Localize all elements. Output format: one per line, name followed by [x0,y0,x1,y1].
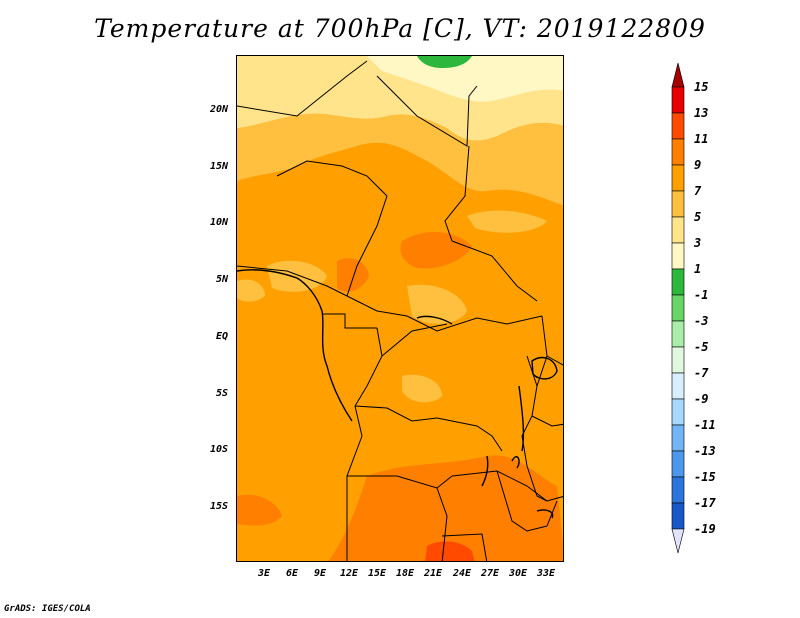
colorbar-box [671,216,685,244]
colorbar-label: 11 [694,132,709,146]
colorbar-top-triangle [671,62,685,88]
lon-label-3e: 3E [257,568,271,579]
colorbar-box [671,86,685,114]
lat-label-20n: 20N [209,104,228,115]
lon-label-21e: 21E [423,568,443,579]
lon-label-15e: 15E [367,568,387,579]
colorbar-label: 1 [694,262,702,276]
colorbar-box [671,424,685,452]
lat-label-15s: 15S [209,501,228,512]
field-7-9-patch-congo [402,374,442,403]
colorbar-box [671,138,685,166]
field-13-15-core [425,541,475,561]
field-7-9-patch-west [267,260,327,292]
lat-label-15n: 15N [209,161,228,172]
lon-label-30e: 30E [508,568,528,579]
colorbar-label: -17 [694,496,716,510]
colorbar [671,62,685,554]
colorbar-label: -9 [694,392,709,406]
colorbar-label: -5 [694,340,709,354]
lat-label-eq: EQ [215,331,228,342]
colorbar-box [671,112,685,140]
lon-label-18e: 18E [395,568,415,579]
colorbar-label: 7 [694,184,702,198]
colorbar-box [671,502,685,530]
lon-label-24e: 24E [452,568,472,579]
colorbar-box [671,476,685,504]
lon-label-27e: 27E [480,568,500,579]
colorbar-box [671,164,685,192]
temperature-map [236,55,564,562]
lat-label-10n: 10N [209,217,228,228]
lat-label-5s: 5S [215,388,228,399]
colorbar-label: -13 [694,444,716,458]
colorbar-label: -7 [694,366,709,380]
lon-label-33e: 33E [536,568,556,579]
lat-label-5n: 5N [215,274,228,285]
field-11-13-central [400,231,472,269]
colorbar-box [671,190,685,218]
colorbar-label: 5 [694,210,702,224]
colorbar-label: 13 [694,106,709,120]
colorbar-label: 9 [694,158,702,172]
map-canvas [237,56,563,561]
field-7-9-patch-east [467,210,547,233]
field-11-13-south [328,455,563,561]
field-1-3 [417,56,472,68]
colorbar-label: -15 [694,470,716,484]
colorbar-label: -3 [694,314,709,328]
colorbar-box [671,372,685,400]
colorbar-box [671,320,685,348]
colorbar-label: -11 [694,418,716,432]
lon-label-6e: 6E [285,568,299,579]
field-7-9-patch-coast [237,279,265,302]
colorbar-bottom-triangle [671,528,685,554]
colorbar-label: -1 [694,288,709,302]
grads-credit: GrADS: IGES/COLA [4,604,91,614]
colorbar-label: 15 [694,80,709,94]
field-7-9-patch-central [407,284,467,324]
colorbar-box [671,450,685,478]
lon-label-9e: 9E [313,568,327,579]
colorbar-box [671,242,685,270]
field-3-5-north [367,56,563,102]
colorbar-box [671,346,685,374]
colorbar-label: 3 [694,236,702,250]
chart-title: Temperature at 700hPa [C], VT: 201912280… [94,14,706,43]
lat-label-10s: 10S [209,444,228,455]
lon-label-12e: 12E [339,568,359,579]
colorbar-label: -19 [694,522,716,536]
field-11-13-southwest [237,494,282,526]
field-11-13-cameroon [337,258,369,292]
colorbar-box [671,398,685,426]
colorbar-box [671,268,685,296]
country-borders [237,60,563,561]
coastlines [237,269,558,519]
colorbar-box [671,294,685,322]
